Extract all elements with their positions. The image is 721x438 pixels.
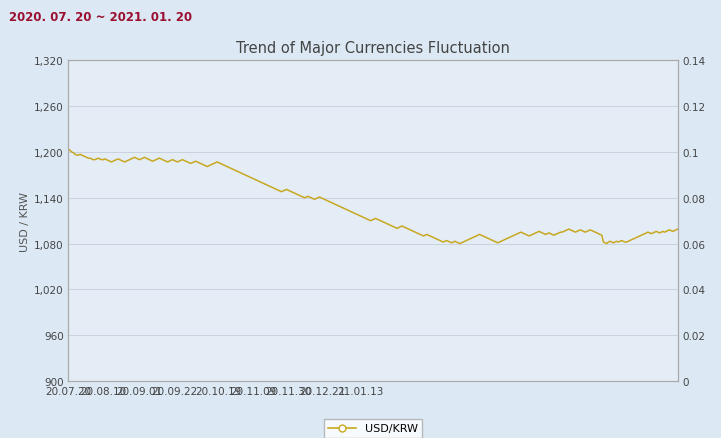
- Y-axis label: USD / KRW: USD / KRW: [19, 191, 30, 251]
- Title: Trend of Major Currencies Fluctuation: Trend of Major Currencies Fluctuation: [236, 41, 510, 56]
- Legend: USD/KRW: USD/KRW: [324, 419, 423, 438]
- Text: 2020. 07. 20 ~ 2021. 01. 20: 2020. 07. 20 ~ 2021. 01. 20: [9, 11, 192, 24]
